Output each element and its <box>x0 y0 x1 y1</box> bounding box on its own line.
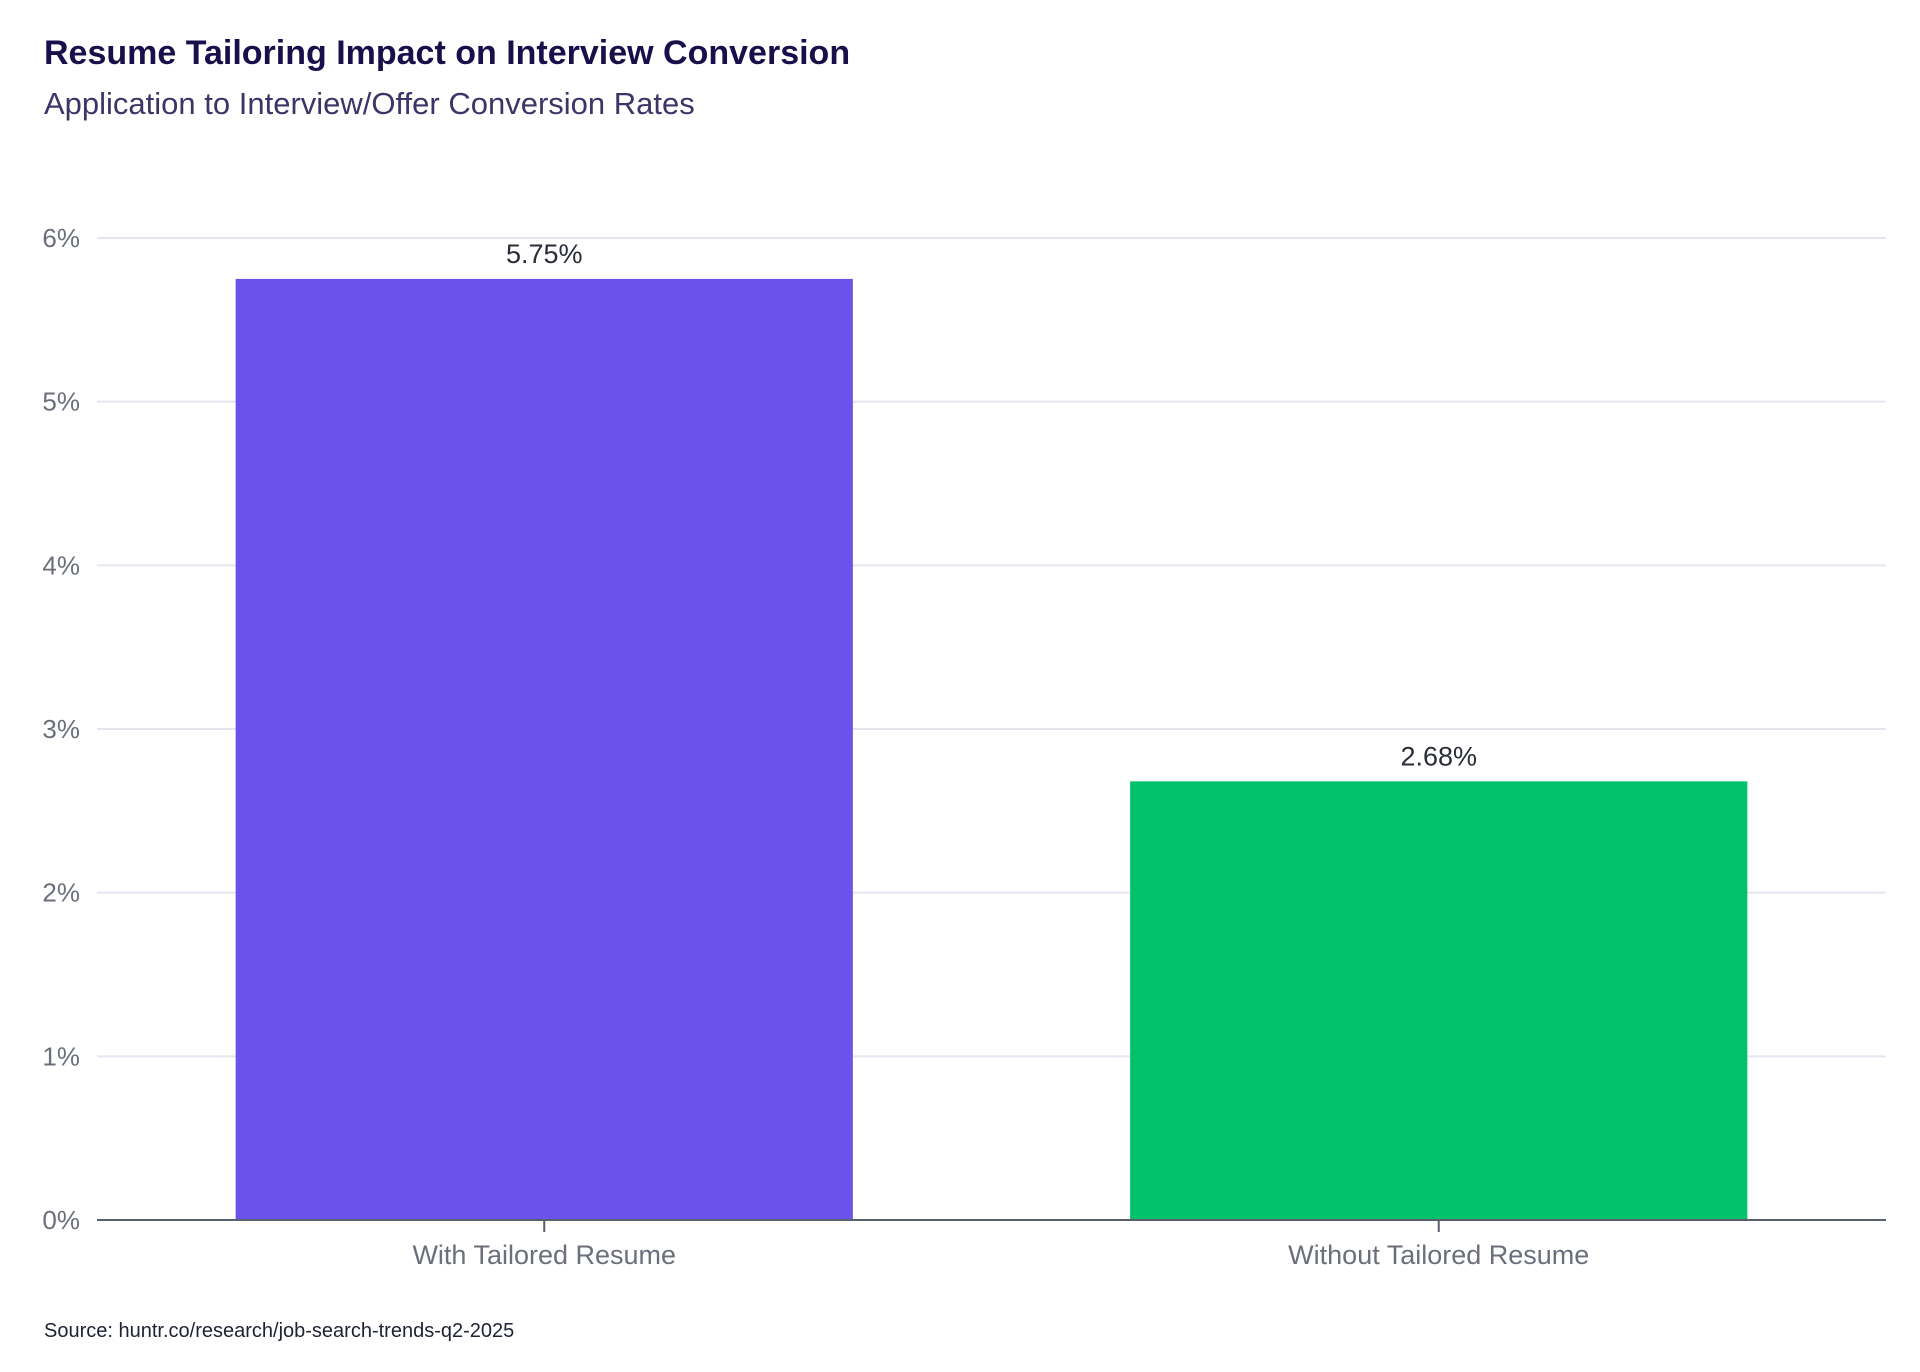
x-category-label: With Tailored Resume <box>412 1240 676 1270</box>
x-category-label: Without Tailored Resume <box>1288 1240 1589 1270</box>
y-tick-label: 0% <box>42 1205 80 1235</box>
chart-title: Resume Tailoring Impact on Interview Con… <box>44 34 851 72</box>
y-tick-label: 1% <box>42 1041 80 1071</box>
y-tick-label: 5% <box>42 387 80 417</box>
bar-value-label: 5.75% <box>506 239 583 269</box>
source-note: Source: huntr.co/research/job-search-tre… <box>44 1320 515 1342</box>
y-tick-label: 4% <box>42 550 80 580</box>
chart-subtitle: Application to Interview/Offer Conversio… <box>44 86 695 121</box>
y-tick-label: 2% <box>42 878 80 908</box>
bar-without-tailored-resume <box>1130 781 1748 1220</box>
y-tick-label: 6% <box>42 223 80 253</box>
y-tick-label: 3% <box>42 714 80 744</box>
labels: 0% 1% 2% 3% 4% 5% 6% 5.75% With Tailored Resume 2… <box>42 223 1589 1270</box>
bar-with-tailored-resume <box>235 278 853 1221</box>
axes <box>97 1219 1886 1232</box>
bars <box>235 278 1748 1221</box>
bar-value-label: 2.68% <box>1400 741 1477 771</box>
